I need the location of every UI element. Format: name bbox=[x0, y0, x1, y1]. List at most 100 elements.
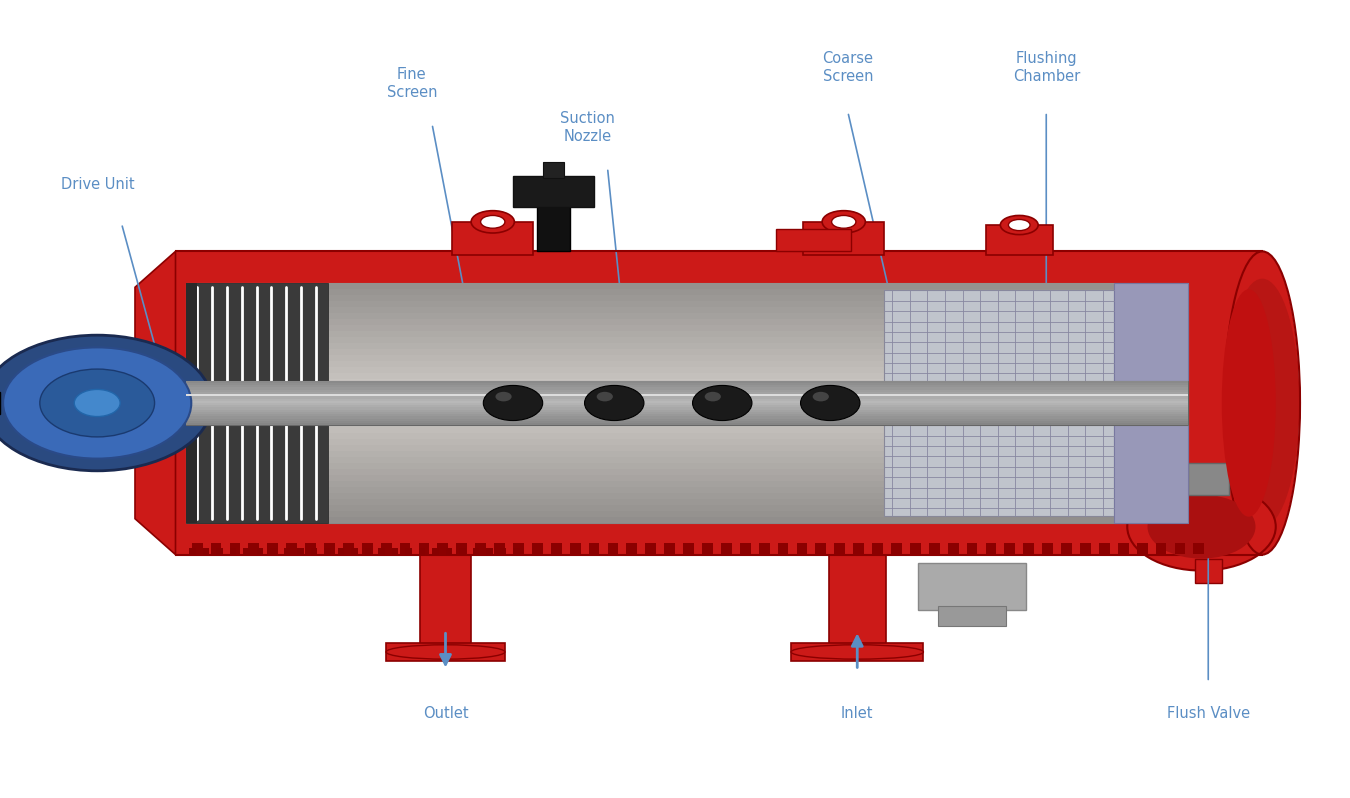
Bar bbox=[186, 469, 1188, 475]
Bar bbox=[186, 394, 1188, 397]
Bar bbox=[986, 225, 1053, 255]
Ellipse shape bbox=[822, 211, 865, 233]
Bar bbox=[186, 403, 1188, 405]
Bar bbox=[324, 548, 331, 555]
Bar bbox=[791, 643, 923, 661]
Ellipse shape bbox=[481, 215, 505, 228]
Circle shape bbox=[705, 392, 721, 401]
Bar bbox=[494, 543, 505, 554]
Bar bbox=[803, 222, 884, 255]
Bar bbox=[776, 229, 850, 251]
Bar bbox=[186, 398, 1188, 401]
Circle shape bbox=[813, 392, 829, 401]
Bar bbox=[459, 548, 466, 555]
Bar bbox=[186, 421, 1188, 427]
Bar bbox=[189, 548, 196, 555]
Bar bbox=[683, 543, 694, 554]
Bar bbox=[891, 543, 902, 554]
Bar bbox=[186, 499, 1188, 505]
Bar bbox=[186, 391, 1188, 397]
Bar bbox=[351, 548, 358, 555]
Bar bbox=[452, 222, 533, 255]
Bar bbox=[918, 563, 1026, 610]
Bar bbox=[186, 302, 1188, 307]
Bar bbox=[286, 543, 297, 554]
Bar bbox=[702, 543, 713, 554]
Bar bbox=[500, 548, 506, 555]
Bar bbox=[310, 548, 317, 555]
Bar bbox=[513, 543, 524, 554]
Bar bbox=[551, 543, 562, 554]
Bar bbox=[537, 196, 570, 251]
Bar bbox=[202, 548, 209, 555]
Bar bbox=[186, 392, 1188, 394]
Bar bbox=[186, 421, 1188, 423]
Circle shape bbox=[1127, 483, 1276, 571]
Bar bbox=[186, 283, 197, 523]
Bar bbox=[186, 367, 1188, 373]
Ellipse shape bbox=[1222, 290, 1276, 517]
Bar bbox=[343, 543, 354, 554]
Bar bbox=[186, 314, 1188, 319]
Circle shape bbox=[801, 385, 860, 421]
Bar bbox=[1188, 463, 1228, 495]
Bar bbox=[186, 409, 1188, 415]
Bar bbox=[420, 555, 471, 646]
Bar bbox=[437, 543, 448, 554]
Bar bbox=[513, 176, 594, 207]
Bar bbox=[948, 543, 958, 554]
Bar bbox=[392, 548, 398, 555]
Bar bbox=[186, 414, 1188, 417]
Text: Coarse
Screen: Coarse Screen bbox=[822, 51, 873, 84]
Bar bbox=[186, 343, 1188, 350]
Bar bbox=[929, 543, 940, 554]
Bar bbox=[243, 548, 250, 555]
Bar bbox=[186, 290, 1188, 295]
Bar bbox=[815, 543, 826, 554]
Bar bbox=[186, 373, 1188, 379]
Bar bbox=[186, 401, 1188, 403]
Bar bbox=[186, 381, 1188, 425]
Bar bbox=[186, 433, 1188, 439]
Text: Outlet: Outlet bbox=[423, 706, 468, 721]
Text: Flushing
Chamber: Flushing Chamber bbox=[1012, 51, 1080, 84]
Bar bbox=[381, 543, 392, 554]
Text: Flush Valve: Flush Valve bbox=[1166, 706, 1250, 721]
Bar bbox=[543, 162, 564, 178]
Bar bbox=[186, 393, 1188, 397]
Ellipse shape bbox=[1008, 219, 1030, 231]
Bar bbox=[1023, 543, 1034, 554]
Bar bbox=[186, 383, 1188, 385]
Bar bbox=[186, 423, 1188, 425]
Bar bbox=[186, 307, 1188, 313]
Bar bbox=[297, 548, 304, 555]
Bar bbox=[186, 412, 1188, 414]
Bar bbox=[186, 487, 1188, 493]
Bar bbox=[829, 555, 886, 646]
Bar bbox=[186, 445, 1188, 451]
Bar bbox=[186, 331, 1188, 337]
Bar bbox=[400, 543, 410, 554]
Circle shape bbox=[483, 385, 543, 421]
Bar bbox=[570, 543, 580, 554]
Text: Drive Unit: Drive Unit bbox=[61, 176, 135, 192]
Bar bbox=[1118, 543, 1129, 554]
Bar bbox=[721, 543, 732, 554]
Circle shape bbox=[3, 347, 192, 459]
Ellipse shape bbox=[832, 215, 856, 228]
Circle shape bbox=[597, 392, 613, 401]
Bar bbox=[186, 337, 1188, 343]
Bar bbox=[186, 451, 1188, 456]
Bar bbox=[176, 251, 1262, 555]
Bar bbox=[378, 548, 385, 555]
Bar bbox=[872, 543, 883, 554]
Ellipse shape bbox=[1226, 279, 1299, 527]
Bar bbox=[418, 548, 425, 555]
Bar bbox=[186, 397, 1188, 398]
Bar bbox=[178, 389, 244, 417]
Circle shape bbox=[39, 369, 154, 437]
Bar bbox=[248, 543, 259, 554]
Bar bbox=[186, 319, 1188, 326]
Bar bbox=[1137, 543, 1148, 554]
Bar bbox=[270, 548, 277, 555]
